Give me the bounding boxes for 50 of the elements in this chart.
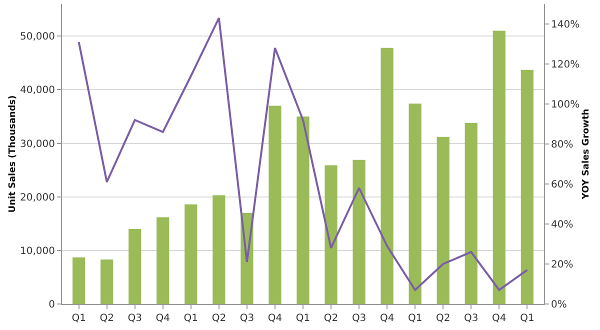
bar bbox=[72, 257, 86, 304]
y2-tick-label: 20% bbox=[551, 260, 574, 270]
x-tick-label: Q1 bbox=[296, 313, 310, 324]
y2-tick-label: 120% bbox=[551, 60, 580, 70]
x-tick-label: Q4 bbox=[380, 313, 394, 324]
bar bbox=[380, 48, 394, 304]
bar bbox=[464, 122, 478, 304]
x-tick-label: Q2 bbox=[436, 313, 450, 324]
x-tick-label: Q4 bbox=[268, 313, 282, 324]
y-tick-label: 30,000 bbox=[20, 138, 55, 150]
bar bbox=[212, 195, 226, 304]
bar bbox=[436, 136, 450, 304]
bar bbox=[100, 260, 114, 304]
x-tick-label: Q1 bbox=[184, 313, 198, 324]
x-tick-label: Q2 bbox=[100, 313, 114, 324]
bar bbox=[156, 217, 170, 304]
x-tick-label: Q1 bbox=[72, 313, 86, 324]
y2-tick-label: 60% bbox=[551, 180, 574, 190]
bar bbox=[184, 204, 198, 304]
y2-tick-label: 140% bbox=[551, 20, 580, 30]
x-tick-label: Q3 bbox=[352, 313, 366, 324]
x-tick-label: Q4 bbox=[156, 313, 170, 324]
x-tick-label: Q3 bbox=[464, 313, 478, 324]
bar bbox=[408, 104, 422, 304]
y-tick-label: 20,000 bbox=[20, 192, 55, 204]
line-series bbox=[78, 17, 528, 291]
y2-tick-label: 100% bbox=[551, 100, 580, 110]
x-tick-label: Q3 bbox=[128, 313, 142, 324]
x-tick-label: Q1 bbox=[520, 313, 534, 324]
y-tick-label: 10,000 bbox=[20, 246, 55, 257]
x-tick-label: Q3 bbox=[240, 313, 254, 324]
y2-tick-label: 80% bbox=[551, 140, 574, 150]
bar bbox=[520, 70, 534, 304]
x-tick-label: Q2 bbox=[212, 313, 226, 324]
bar bbox=[296, 116, 310, 304]
bar bbox=[324, 165, 338, 304]
x-tick-label: Q4 bbox=[492, 313, 506, 324]
x-tick-label: Q1 bbox=[408, 313, 422, 324]
bar bbox=[352, 160, 366, 304]
y2-axis-title: YOY Sales Growth bbox=[582, 108, 592, 200]
bar bbox=[492, 30, 506, 304]
y-tick-label: 50,000 bbox=[20, 32, 55, 43]
bar bbox=[128, 229, 142, 304]
y-tick-label: 0 bbox=[48, 300, 55, 310]
y-axis-title: Unit Sales (Thousands) bbox=[8, 95, 18, 213]
y-tick-label: 40,000 bbox=[20, 85, 55, 96]
bar bbox=[268, 106, 282, 304]
x-tick-label: Q2 bbox=[324, 313, 338, 324]
y2-tick-label: 0% bbox=[551, 300, 567, 310]
y2-tick-label: 40% bbox=[551, 220, 574, 230]
